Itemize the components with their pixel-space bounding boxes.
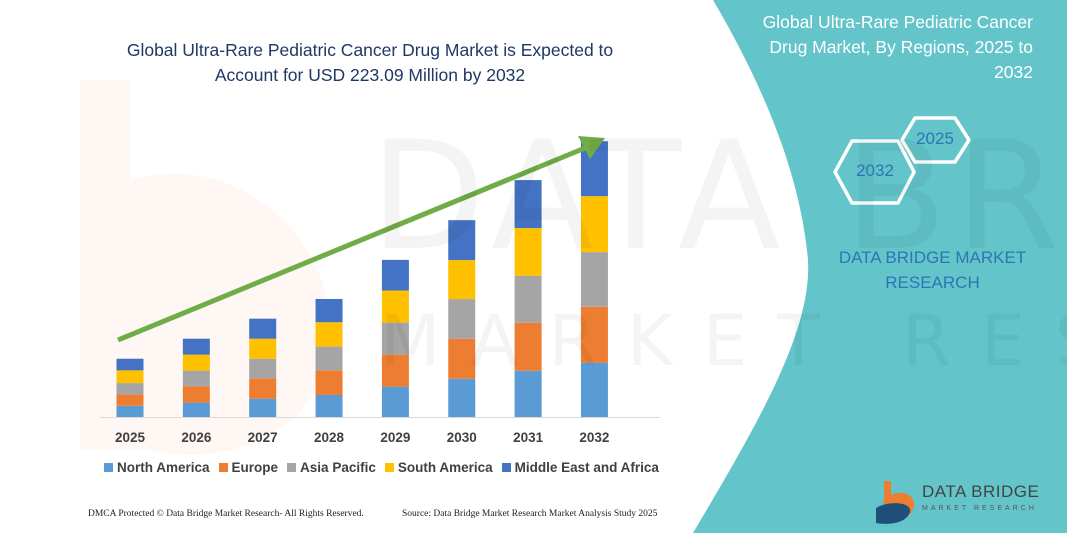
legend-swatch — [384, 463, 394, 472]
bar-segment-2025-europe — [116, 394, 144, 406]
side-panel-shape — [693, 0, 1067, 533]
bar-segment-2031-middle-east-and-africa — [514, 180, 542, 229]
x-tick-label: 2029 — [380, 430, 411, 445]
brand-line1: DATA BRIDGE MARKET — [838, 248, 1027, 267]
legend-label: South America — [397, 460, 493, 475]
bar-segment-2029-europe — [381, 354, 409, 387]
legend-swatch — [287, 463, 297, 472]
brand-line2: RESEARCH — [885, 273, 980, 292]
bar-segment-2027-europe — [249, 378, 277, 399]
bar-segment-2031-europe — [514, 322, 542, 371]
legend-label: North America — [117, 460, 210, 475]
logo-mark — [876, 481, 915, 524]
legend-item: North America — [104, 460, 210, 475]
bar-segment-2026-asia-pacific — [182, 370, 210, 387]
bar-segment-2028-south-america — [315, 322, 343, 347]
bar-segment-2031-asia-pacific — [514, 275, 542, 323]
bar-segment-2026-europe — [182, 386, 210, 403]
bar-segment-2025-middle-east-and-africa — [116, 358, 144, 371]
trend-arrow — [117, 136, 605, 343]
copyright-text: DMCA Protected © Data Bridge Market Rese… — [88, 509, 364, 519]
legend-item: Middle East and Africa — [501, 460, 659, 475]
bar-segment-2025-south-america — [116, 370, 144, 384]
bar-segment-2030-north-america — [448, 378, 476, 417]
x-tick-label: 2032 — [579, 430, 610, 445]
side-panel-title: Global Ultra-Rare Pediatric Cancer Drug … — [762, 12, 1033, 82]
bar-segment-2026-middle-east-and-africa — [182, 338, 210, 355]
bar-segment-2027-asia-pacific — [249, 358, 277, 379]
bar-segment-2032-asia-pacific — [580, 252, 608, 307]
chart-title: Global Ultra-Rare Pediatric Cancer Drug … — [90, 38, 650, 88]
bar-segment-2028-middle-east-and-africa — [315, 298, 343, 323]
bar-segment-2031-north-america — [514, 370, 542, 417]
chart-title-line1: Global Ultra-Rare Pediatric Cancer Drug … — [126, 40, 614, 60]
bar-segment-2028-europe — [315, 370, 343, 395]
bar-segment-2030-middle-east-and-africa — [448, 220, 476, 261]
hex-label-2025: 2025 — [916, 129, 954, 148]
bar-segment-2025-asia-pacific — [116, 383, 144, 395]
source-text: Source: Data Bridge Market Research Mark… — [402, 509, 658, 519]
legend-swatch — [501, 463, 511, 472]
bar-segment-2030-europe — [448, 338, 476, 379]
chart-title-line2: Account for USD 223.09 Million by 2032 — [214, 65, 526, 85]
hexagon-2025 — [900, 116, 971, 164]
bar-segment-2026-north-america — [182, 402, 210, 417]
brand-text: DATA BRIDGE MARKET RESEARCH — [820, 245, 1045, 295]
x-tick-label: 2028 — [314, 430, 345, 445]
bar-segment-2025-north-america — [116, 405, 144, 417]
legend-item: Asia Pacific — [287, 460, 376, 475]
bar-segment-2029-south-america — [381, 290, 409, 323]
x-tick-label: 2026 — [181, 430, 212, 445]
hexagon-2032 — [833, 139, 916, 205]
bar-segment-2030-south-america — [448, 260, 476, 300]
legend-swatch — [218, 463, 228, 472]
x-tick-label: 2030 — [446, 430, 477, 445]
watermark-subtext: MARKET RESEARCH — [380, 300, 1067, 382]
bar-segment-2028-asia-pacific — [315, 346, 343, 371]
bar-segment-2027-south-america — [249, 338, 277, 359]
legend-label: Asia Pacific — [300, 460, 376, 475]
watermark-text: DATA BRIDGE — [370, 110, 1067, 284]
x-tick-label: 2031 — [513, 430, 544, 445]
bar-segment-2029-asia-pacific — [381, 322, 409, 355]
bar-segment-2028-north-america — [315, 394, 343, 417]
logo-name: DATA BRIDGE — [922, 482, 1040, 501]
bar-segment-2031-south-america — [514, 228, 542, 276]
logo-tagline: MARKET RESEARCH — [922, 505, 1037, 512]
x-tick-label: 2027 — [247, 430, 278, 445]
bar-segment-2032-europe — [580, 306, 608, 363]
bar-segment-2027-middle-east-and-africa — [249, 318, 277, 339]
bar-segment-2032-north-america — [580, 362, 608, 417]
legend: North America Europe Asia Pacific South Ame… — [104, 460, 659, 475]
bar-segment-2029-middle-east-and-africa — [381, 259, 409, 291]
legend-label: Middle East and Africa — [514, 460, 659, 475]
bar-segment-2027-north-america — [249, 398, 277, 417]
bar-segment-2026-south-america — [182, 354, 210, 371]
legend-label: Europe — [231, 460, 279, 475]
bar-segment-2030-asia-pacific — [448, 299, 476, 339]
bar-segment-2032-south-america — [580, 196, 608, 253]
legend-item: South America — [384, 460, 493, 475]
legend-item: Europe — [218, 460, 279, 475]
bar-chart — [116, 141, 608, 417]
bar-segment-2029-north-america — [381, 386, 409, 417]
x-tick-label: 2025 — [114, 430, 146, 445]
hex-label-2032: 2032 — [856, 161, 894, 180]
legend-swatch — [104, 463, 113, 472]
